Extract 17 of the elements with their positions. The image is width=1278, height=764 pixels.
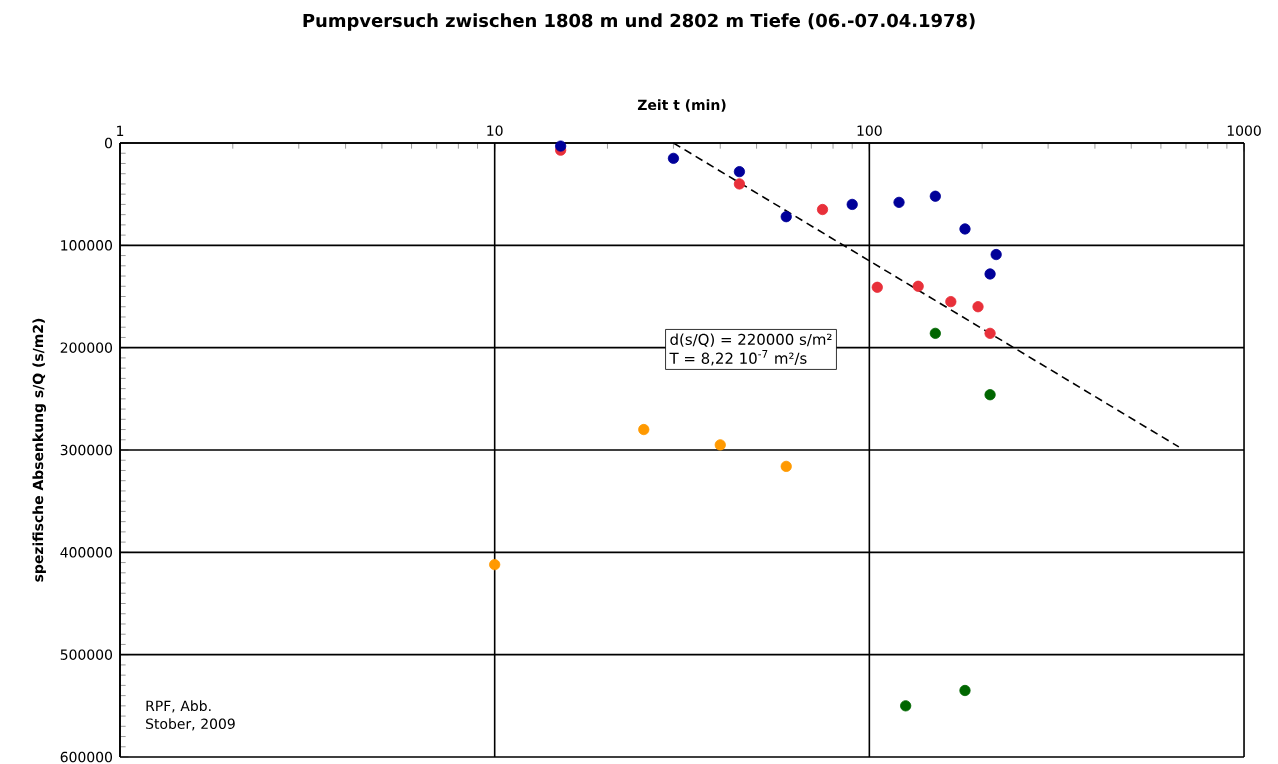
y-tick-label: 100000 (61, 240, 113, 251)
y-tick-label: 600000 (60, 751, 113, 763)
x-tick-label: 10 (487, 125, 503, 136)
x-tick-label: 1 (117, 125, 124, 136)
x-axis-title: Zeit t (min) (637, 99, 726, 112)
y-tick-label: 200000 (60, 342, 113, 353)
y-tick-label: 300000 (60, 444, 113, 456)
x-tick-label: 100 (857, 125, 882, 136)
x-tick-label: 1000 (1227, 125, 1261, 136)
annotation: d(s/Q) = 220000 s/m² (670, 333, 832, 347)
y-tick-label: 0 (104, 137, 113, 149)
annotation: RPF, Abb. Stober, 2009 (146, 700, 235, 731)
y-axis-title: spezifische Absenkung s/Q (s/m2) (32, 318, 47, 582)
annotation: T = 8,22 10$^{-7}$ m²/s (669, 350, 807, 366)
chart-title: Pumpversuch zwischen 1808 m und 2802 m Tiefe (06.-07.04.1978) (303, 13, 975, 31)
y-tick-label: 400000 (60, 547, 113, 558)
y-tick-label: 500000 (60, 649, 113, 660)
